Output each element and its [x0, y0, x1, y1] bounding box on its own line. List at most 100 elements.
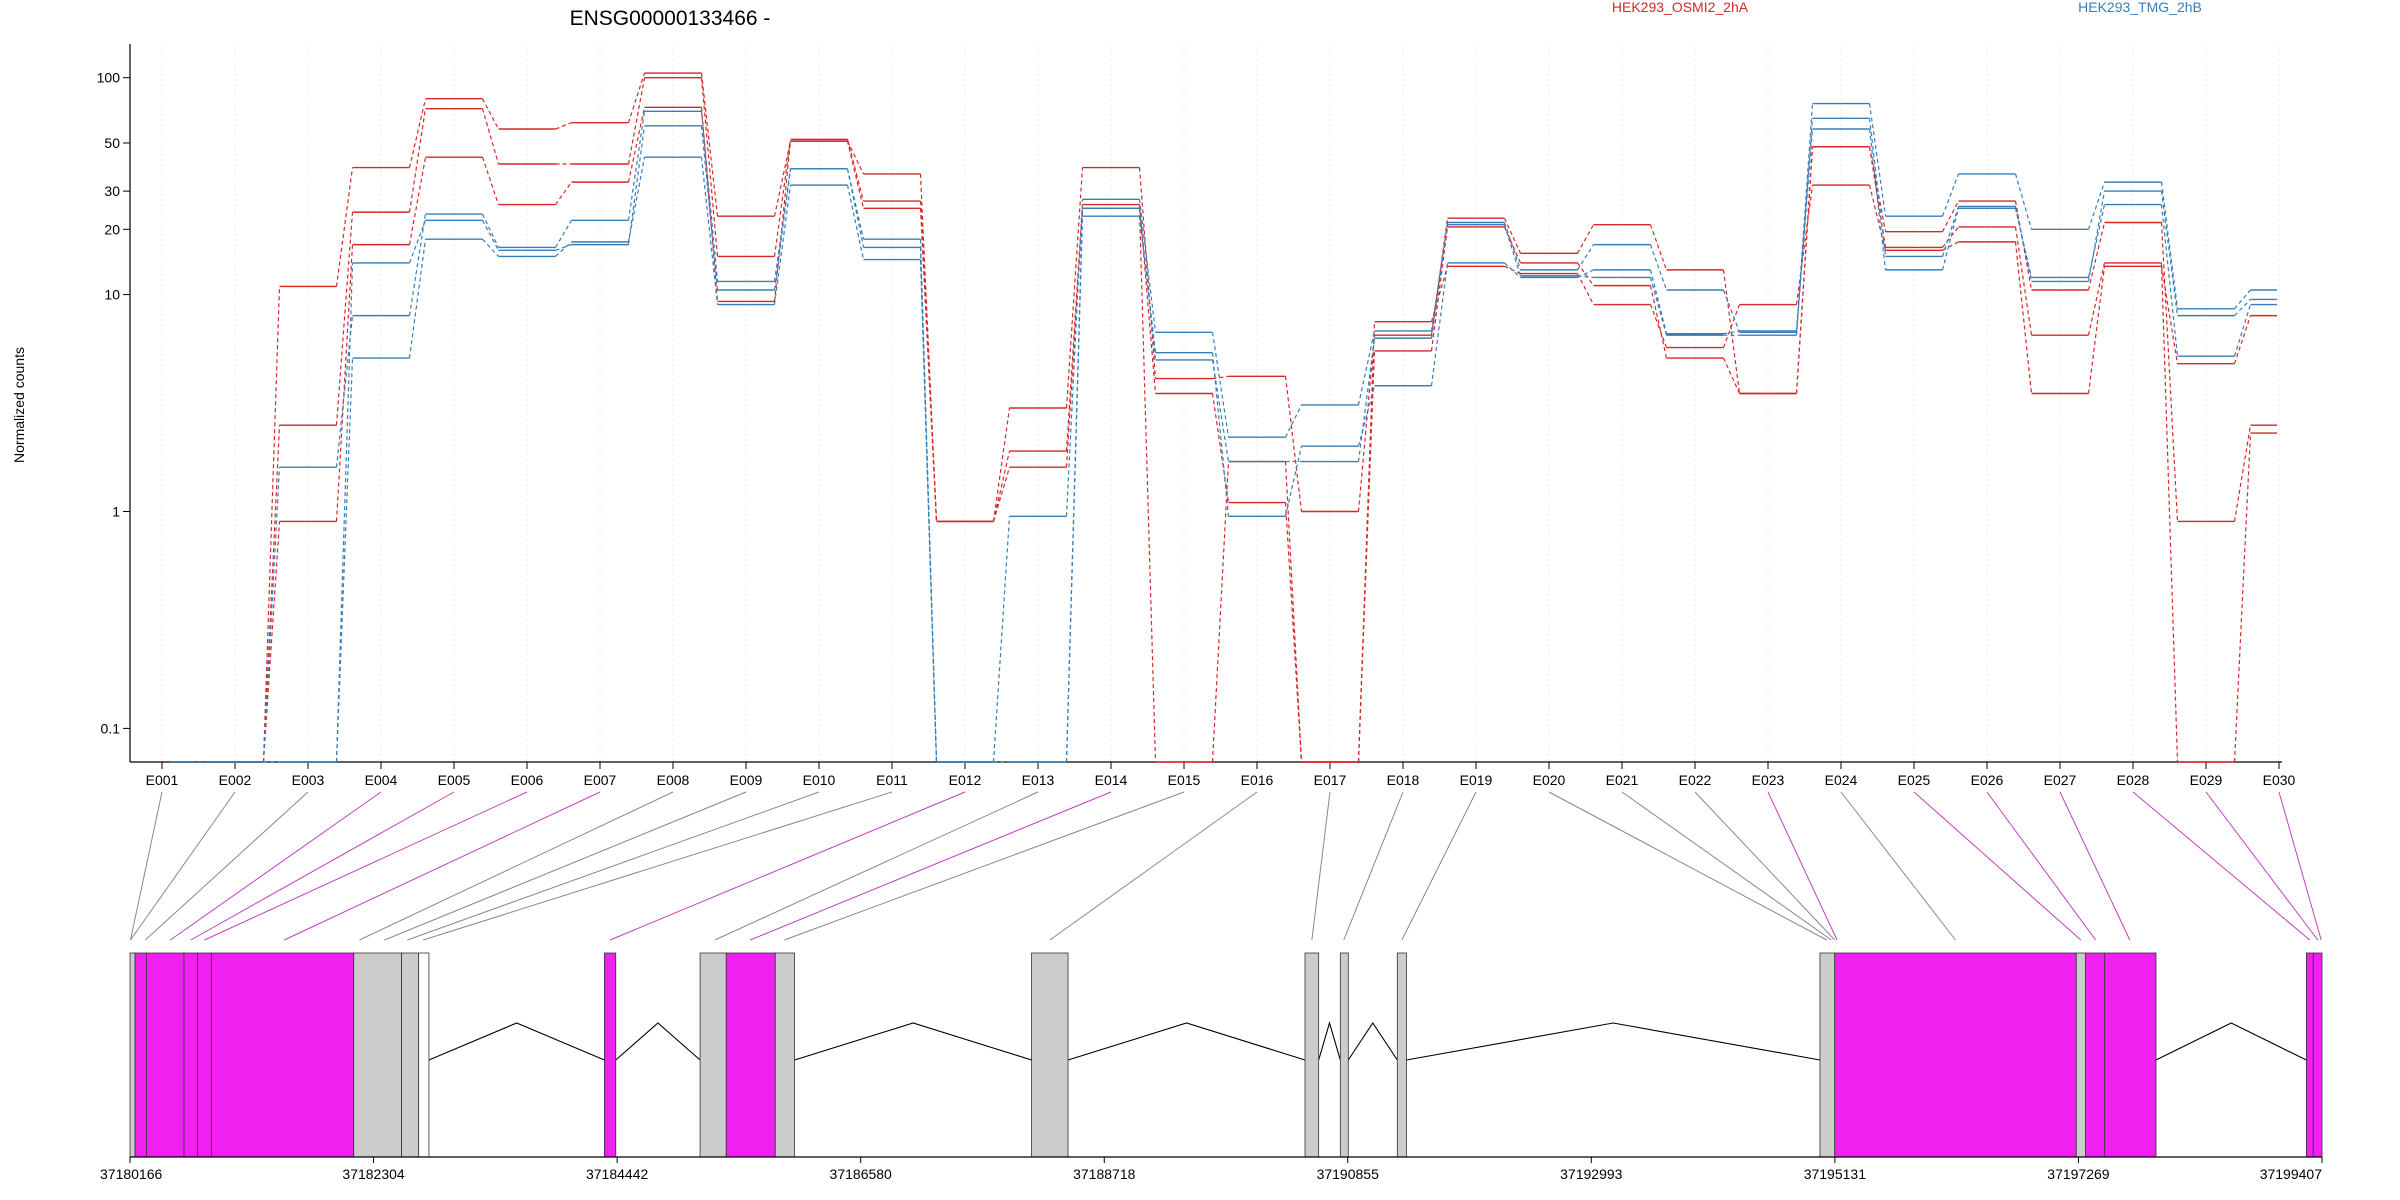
series-2-link-E026 — [2014, 226, 2033, 336]
x-tick-label-E009: E009 — [730, 772, 763, 788]
x-tick-label-E020: E020 — [1533, 772, 1566, 788]
series-4-link-E013 — [1065, 199, 1084, 517]
series-1-HEK293_OSMI2_2hA — [170, 72, 2277, 763]
series-4-link-E012 — [992, 516, 1011, 763]
exon-bin-9 — [418, 952, 430, 1158]
series-4-link-E027 — [2087, 181, 2106, 230]
coord-label-9: 37199407 — [2260, 1166, 2323, 1182]
series-1-link-E007 — [627, 72, 646, 123]
series-1-link-E029 — [2233, 425, 2252, 522]
connector-E006 — [204, 791, 528, 941]
series-6-link-E022 — [1723, 330, 1740, 335]
series-2-link-E007 — [627, 77, 646, 165]
x-tick-label-E028: E028 — [2117, 772, 2150, 788]
series-1-link-E015 — [1212, 375, 1229, 380]
x-tick-label-E023: E023 — [1752, 772, 1785, 788]
series-3-link-E007 — [627, 107, 646, 183]
series-3-link-E016 — [1284, 461, 1303, 763]
exon-bin-14 — [1031, 952, 1069, 1158]
series-1-link-E004 — [408, 98, 427, 168]
series-5-link-E004 — [408, 220, 427, 264]
series-5-link-E005 — [481, 220, 500, 251]
series-4-link-E017 — [1357, 330, 1376, 406]
x-tick-label-E016: E016 — [1241, 772, 1274, 788]
connector-E009 — [384, 791, 747, 941]
series-3-link-E028 — [2160, 266, 2179, 364]
x-tick-label-E013: E013 — [1022, 772, 1055, 788]
intron-8 — [2155, 1022, 2307, 1061]
series-4-link-E015 — [1211, 332, 1230, 438]
series-1-link-E020 — [1576, 224, 1595, 254]
series-6-link-E021 — [1649, 269, 1668, 334]
x-tick-label-E026: E026 — [1971, 772, 2004, 788]
coord-label-6: 37192993 — [1560, 1166, 1623, 1182]
x-tick-label-E005: E005 — [438, 772, 471, 788]
coord-label-5: 37190855 — [1317, 1166, 1380, 1182]
series-3-link-E010 — [846, 140, 865, 209]
series-4-link-E019 — [1503, 222, 1522, 271]
series-1-link-E008 — [700, 73, 719, 217]
series-3-link-E013 — [1065, 208, 1084, 468]
series-6-link-E004 — [408, 239, 427, 359]
series-5-link-E007 — [627, 125, 646, 245]
series-1-link-E010 — [846, 140, 865, 175]
series-2-link-E010 — [846, 139, 865, 202]
series-6-HEK293_TMG_2hB — [170, 128, 2277, 763]
exon-bin-8 — [401, 952, 420, 1158]
series-6-link-E019 — [1504, 262, 1521, 278]
exon-bin-11 — [699, 952, 727, 1158]
exon-bin-5 — [197, 952, 212, 1158]
series-4-link-E021 — [1649, 244, 1668, 291]
connector-E027 — [2059, 791, 2131, 941]
series-4-link-E006 — [554, 220, 573, 248]
y-tick-label-6: 100 — [97, 70, 121, 86]
x-tick-label-E021: E021 — [1606, 772, 1639, 788]
x-tick-label-E029: E029 — [2190, 772, 2223, 788]
coord-label-3: 37186580 — [830, 1166, 893, 1182]
series-5-HEK293_TMG_2hB — [170, 117, 2277, 763]
x-tick-label-E017: E017 — [1314, 772, 1347, 788]
series-6-link-E024 — [1868, 128, 1887, 270]
exon-bin-7 — [353, 952, 402, 1158]
series-6-link-E017 — [1357, 385, 1376, 447]
x-tick-label-E015: E015 — [1168, 772, 1201, 788]
series-2-link-E004 — [408, 108, 427, 213]
series-6-link-E005 — [482, 238, 499, 257]
series-3-link-E014 — [1138, 208, 1157, 763]
connector-E011 — [423, 791, 893, 941]
series-2-link-E016 — [1284, 502, 1303, 763]
series-5-link-E003 — [335, 262, 354, 763]
series-lines — [170, 72, 2277, 763]
grid-lines — [161, 44, 2280, 762]
series-3-link-E015 — [1211, 461, 1230, 763]
series-5-link-E018 — [1430, 224, 1449, 339]
series-5-link-E025 — [1941, 206, 1960, 257]
series-3-link-E004 — [408, 157, 427, 245]
exon-bin-1 — [129, 952, 136, 1158]
series-6-link-E023 — [1795, 128, 1814, 331]
y-tick-label-1: 1 — [112, 503, 120, 519]
x-tick-label-E027: E027 — [2044, 772, 2077, 788]
series-1-link-E019 — [1503, 217, 1522, 254]
series-4-link-E029 — [2234, 289, 2251, 310]
exon-bin-3 — [146, 952, 185, 1158]
gene-model: 37180166 37182304 37184442 37186580 37188718… — [100, 952, 2323, 1182]
x-tick-label-E025: E025 — [1898, 772, 1931, 788]
intron-1 — [428, 1022, 605, 1061]
connector-E007 — [284, 791, 601, 941]
series-5-link-E027 — [2087, 191, 2106, 282]
intron-5 — [1318, 1021, 1341, 1061]
series-1-link-E009 — [773, 140, 792, 217]
x-tick-label-E001: E001 — [146, 772, 179, 788]
series-2-link-E003 — [335, 212, 354, 426]
series-4-link-E024 — [1868, 103, 1887, 217]
series-3-link-E012 — [992, 467, 1011, 522]
series-6-link-E029 — [2233, 304, 2252, 357]
series-3-link-E018 — [1430, 266, 1449, 322]
series-2-link-E025 — [1942, 226, 1959, 248]
series-1-link-E028 — [2160, 222, 2179, 522]
series-1-link-E013 — [1065, 167, 1084, 409]
series-2-link-E015 — [1211, 393, 1230, 503]
y-tick-label-2: 10 — [104, 287, 120, 303]
series-3-link-E003 — [335, 244, 354, 522]
